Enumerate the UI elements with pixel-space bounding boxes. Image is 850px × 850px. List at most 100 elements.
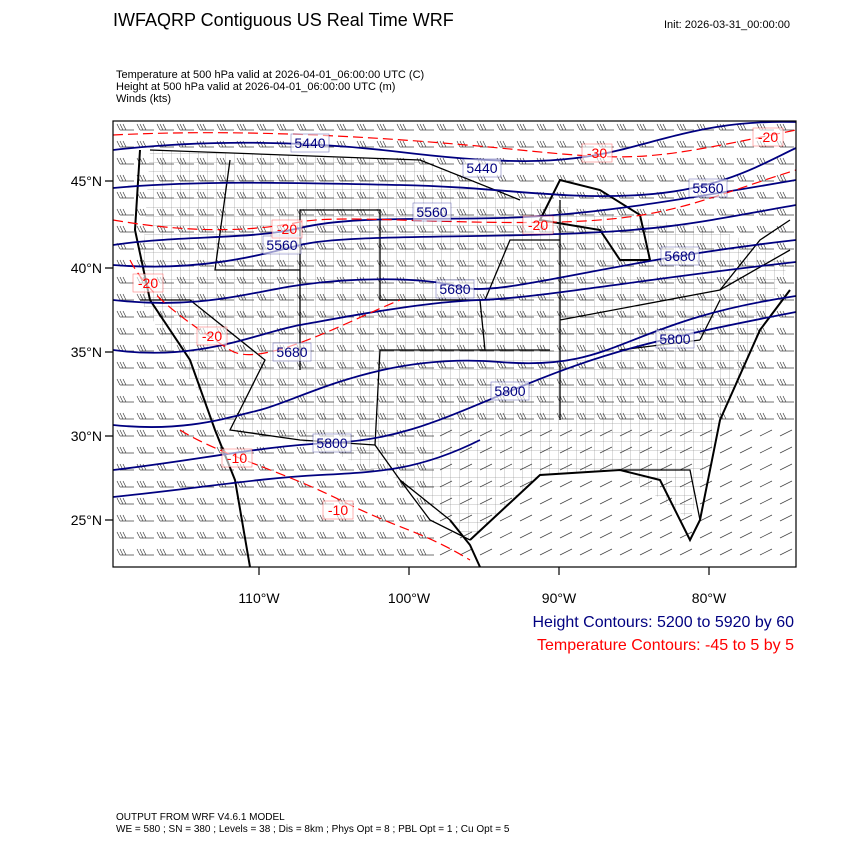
wind-barb [256,344,274,352]
wind-barb [699,480,713,488]
wind-barb [356,123,374,131]
wind-barb [356,531,374,539]
height-contour-label-box [688,178,728,198]
wind-barb [676,361,694,369]
wind-barb [196,429,214,437]
wind-barb [236,174,254,182]
temperature-contour-label-box [132,273,164,293]
wind-barb [779,480,793,488]
wind-barb [676,208,694,216]
wind-barb [619,531,633,539]
wind-barb [196,463,214,471]
wind-barb [436,395,454,403]
wind-barb [676,412,694,420]
height-contour-label-box [312,433,352,453]
wind-barb [759,480,773,488]
wind-barb [196,276,214,284]
wind-barb [476,412,494,420]
wind-barb [416,497,434,505]
wind-barb [616,412,634,420]
wind-barb [516,259,534,267]
wind-barb [336,225,354,233]
wind-barb [356,446,374,454]
wind-barb [356,242,374,250]
wind-barb [616,123,634,131]
wind-barb [216,208,234,216]
wind-barb [176,191,194,199]
wind-barb [496,140,514,148]
wind-barb [256,548,274,556]
wind-barb [256,191,274,199]
wind-barb [376,174,394,182]
wind-barb [496,412,514,420]
wind-barb [456,378,474,386]
wind-barb [416,463,434,471]
wind-barb [396,259,414,267]
wind-barb [316,208,334,216]
wind-barb [296,531,314,539]
wind-barb [136,497,154,505]
wind-barb [716,327,734,335]
wind-barb [336,531,354,539]
wind-barb [176,429,194,437]
wind-barb [739,463,753,471]
wind-barb [336,412,354,420]
wind-barb [656,412,674,420]
wind-barb [576,395,594,403]
wind-barb [376,327,394,335]
wind-barb [519,514,533,522]
wind-barb [436,174,454,182]
wind-barb [639,514,653,522]
wind-barb [519,480,533,488]
wind-barb [759,463,773,471]
wind-barb [196,531,214,539]
wind-barb [616,344,634,352]
wind-barb [679,514,693,522]
wind-barb [656,378,674,386]
wind-barb [779,514,793,522]
wind-barb [436,191,454,199]
state-boundaries [140,149,791,541]
wind-barb [476,242,494,250]
wind-barb [116,378,134,386]
wind-barb [276,293,294,301]
wind-barb [556,123,574,131]
wind-barb [736,378,754,386]
wind-barb [719,446,733,454]
wind-barb [276,480,294,488]
wind-barb [116,157,134,165]
wind-barb [276,446,294,454]
wind-barb [536,361,554,369]
temperature-contour-label-box [522,215,554,235]
wind-barb [376,208,394,216]
wind-barb [116,225,134,233]
wind-barb [416,412,434,420]
wind-barb [636,395,654,403]
wind-barb [216,531,234,539]
wind-barb [296,276,314,284]
wind-barb [316,514,334,522]
wind-barb [756,344,774,352]
wind-barb [316,463,334,471]
wind-barb [736,174,754,182]
wind-barb [696,310,714,318]
wind-barb [619,548,633,556]
lon-label-80w: 80°W [691,590,727,606]
wind-barb [616,361,634,369]
wind-barb [676,140,694,148]
wind-barb [439,497,453,505]
temperature-contour-label-box [581,143,613,163]
wind-barb [196,514,214,522]
wind-barb [716,293,734,301]
wind-barb [176,361,194,369]
wind-barb [756,276,774,284]
wind-barb [536,378,554,386]
wind-barb [436,412,454,420]
wind-barb [776,242,794,250]
wind-barb [256,378,274,386]
plot-title: IWFAQRP Contiguous US Real Time WRF [113,10,454,30]
wind-barb [116,293,134,301]
wind-barb [576,378,594,386]
wind-barb [396,378,414,386]
wind-barb [576,412,594,420]
